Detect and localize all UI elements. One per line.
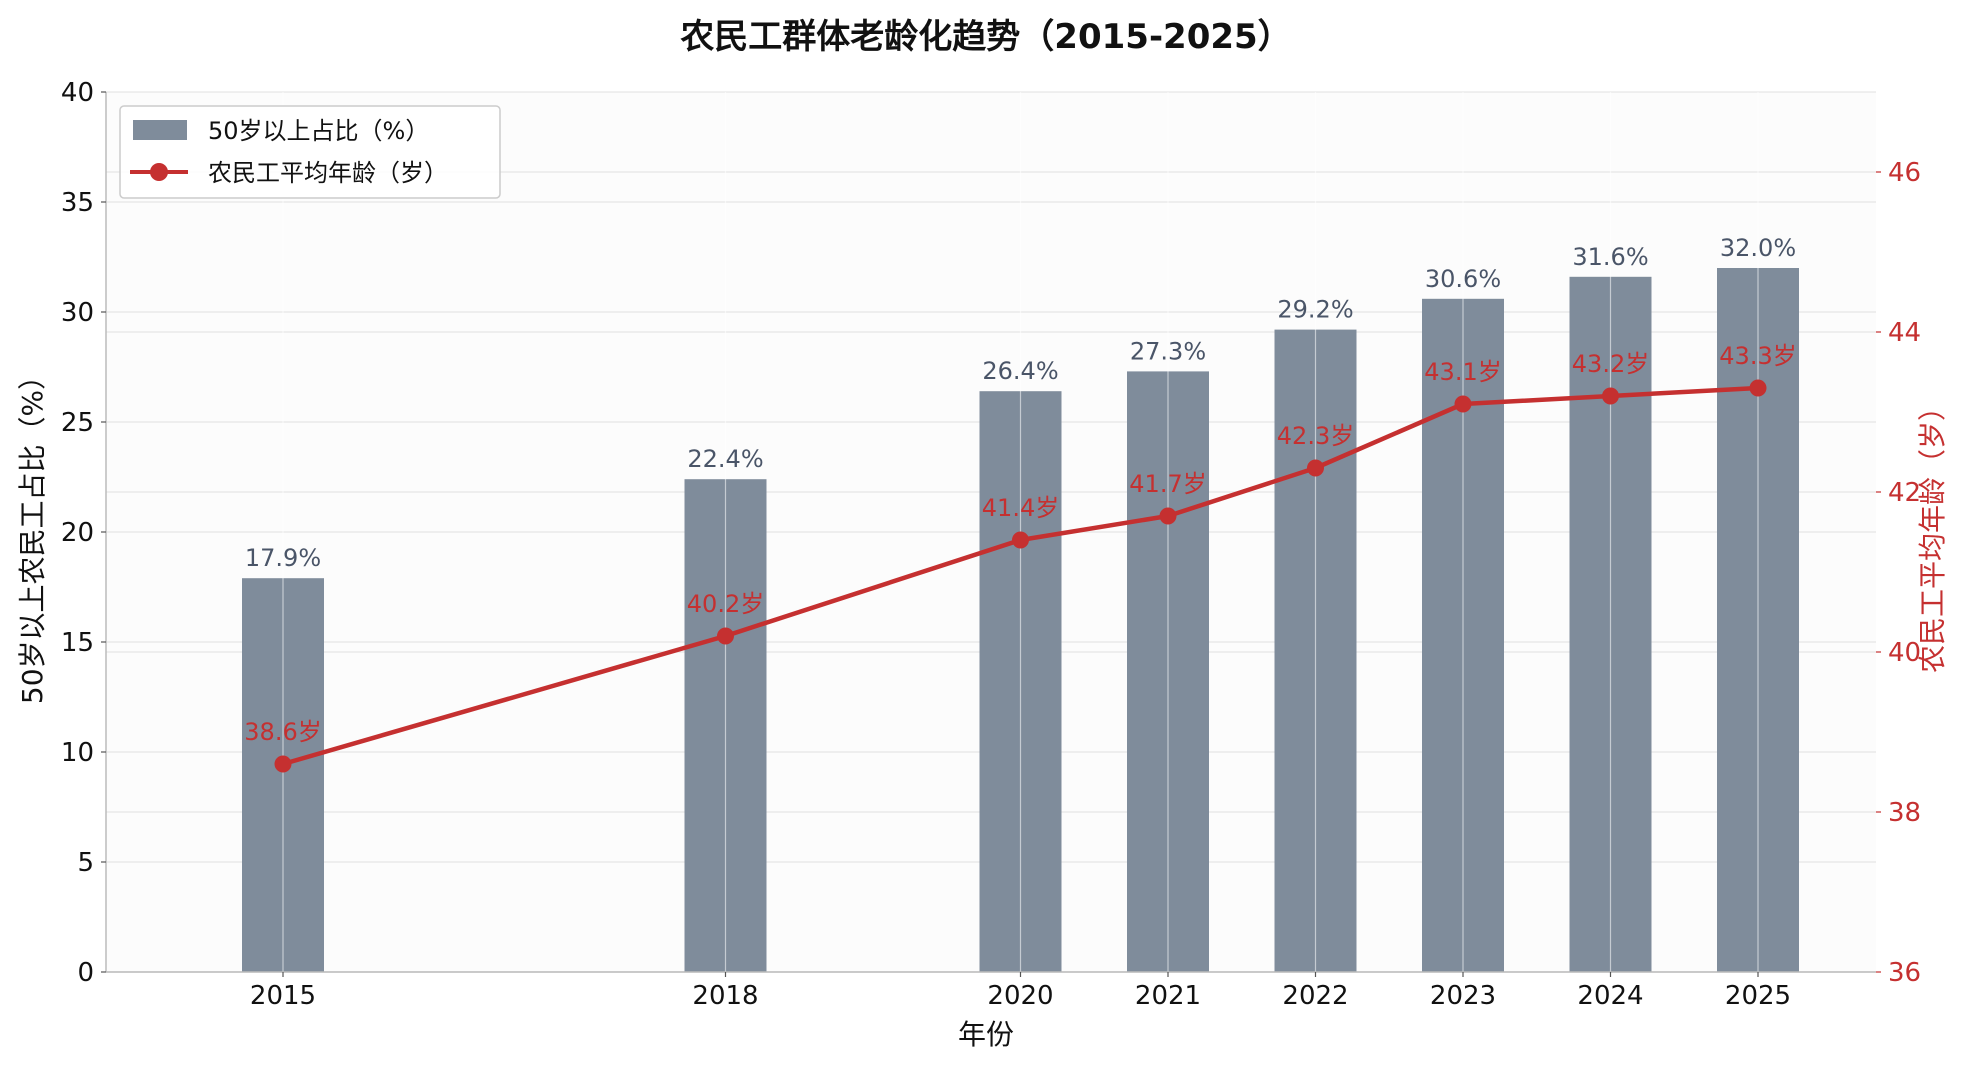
line-marker	[1012, 531, 1029, 549]
x-tick-label: 2025	[1725, 981, 1791, 1011]
y-tick-label: 35	[61, 188, 94, 218]
y2-tick-label: 38	[1888, 798, 1921, 828]
y2-tick-label: 40	[1888, 638, 1921, 668]
line-marker	[1454, 395, 1472, 413]
x-tick-label: 2022	[1282, 981, 1348, 1011]
bar-value-label: 29.2%	[1277, 296, 1353, 324]
y-tick-label: 25	[61, 408, 94, 438]
line-value-label: 38.6岁	[244, 718, 321, 746]
line-layer	[274, 379, 1767, 773]
y-tick-label: 40	[61, 78, 94, 108]
y2-tick-label: 36	[1888, 958, 1921, 988]
y2-tick-label: 42	[1888, 478, 1921, 508]
y2-tick-label: 46	[1888, 158, 1921, 188]
y-tick-label: 10	[61, 738, 94, 768]
y-tick-label: 15	[61, 628, 94, 658]
x-tick-label: 2024	[1577, 981, 1643, 1011]
line-marker	[274, 755, 292, 773]
bar-value-label: 17.9%	[245, 544, 321, 572]
bar-value-label: 26.4%	[982, 357, 1058, 385]
line-value-label: 43.1岁	[1424, 358, 1501, 386]
y-tick-label: 0	[77, 958, 94, 988]
line-value-label: 43.3岁	[1719, 342, 1796, 370]
y-tick-label: 20	[61, 518, 94, 548]
x-axis-title: 年份	[958, 1018, 1014, 1051]
legend-bar-swatch	[133, 120, 187, 140]
x-tick-label: 2021	[1135, 981, 1201, 1011]
line-value-label: 42.3岁	[1277, 422, 1354, 450]
legend-box	[119, 105, 501, 199]
bar-value-label: 32.0%	[1720, 234, 1796, 262]
x-tick-label: 2018	[692, 981, 758, 1011]
line-marker	[1602, 387, 1619, 405]
y-tick-label: 5	[77, 848, 94, 878]
chart-title: 农民工群体老龄化趋势（2015-2025）	[680, 17, 1291, 57]
line-series-path	[282, 385, 1759, 767]
y2-tick-label: 44	[1888, 318, 1921, 348]
bar-value-label: 30.6%	[1425, 265, 1501, 293]
y-axis-title: 50岁以上农民工占比（%）	[16, 362, 49, 704]
line-value-label: 41.7岁	[1129, 470, 1206, 498]
line-value-label: 40.2岁	[687, 590, 764, 618]
line-marker	[717, 627, 734, 645]
x-tick-label: 2015	[250, 981, 316, 1011]
bar-value-label: 22.4%	[687, 445, 763, 473]
line-marker	[1159, 507, 1177, 525]
line-marker	[1749, 379, 1767, 397]
x-tick-label: 2020	[987, 981, 1053, 1011]
x-tick-label: 2023	[1430, 981, 1496, 1011]
legend-line-marker	[150, 163, 168, 181]
bar-value-label: 31.6%	[1572, 243, 1648, 271]
line-value-label: 43.2岁	[1572, 350, 1649, 378]
bar-value-label: 27.3%	[1130, 337, 1206, 365]
y2-axis-title: 农民工平均年龄（岁）	[1916, 393, 1949, 673]
y-tick-label: 30	[61, 298, 94, 328]
line-marker	[1307, 459, 1324, 477]
legend-line-label: 农民工平均年龄（岁）	[208, 159, 448, 187]
legend-bar-label: 50岁以上占比（%）	[208, 117, 429, 145]
legend: 50岁以上占比（%） 农民工平均年龄（岁）	[119, 105, 501, 199]
line-value-label: 41.4岁	[982, 494, 1059, 522]
label-layer: 17.9% 22.4% 26.4% 27.3% 29.2% 30.6% 31.6% 32.0%…	[244, 234, 1796, 746]
